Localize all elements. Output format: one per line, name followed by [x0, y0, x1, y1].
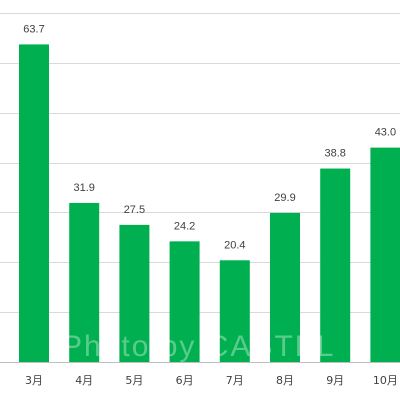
- bar-7: [320, 168, 351, 362]
- gridlines: [0, 13, 400, 363]
- bar-series: [19, 44, 400, 362]
- data-label-6: 29.9: [274, 192, 295, 204]
- bar-4: [169, 241, 200, 362]
- bar-6: [270, 212, 300, 362]
- watermark-text: Photo by CASTEL: [62, 330, 335, 363]
- bar-5: [219, 260, 250, 362]
- x-tick-label-7: 9月: [326, 374, 344, 387]
- data-label-5: 20.4: [224, 239, 245, 251]
- x-tick-label-2: 4月: [75, 374, 93, 387]
- bar-1: [19, 44, 49, 362]
- bar-3: [119, 224, 150, 362]
- bar-8: [370, 147, 400, 362]
- x-tick-label-4: 6月: [176, 374, 194, 387]
- data-labels: 63.7 31.9 27.5 24.2 20.4 29.9 38.8 43.0: [23, 23, 396, 251]
- data-label-2: 31.9: [73, 182, 94, 194]
- data-label-3: 27.5: [124, 204, 145, 216]
- x-tick-label-6: 8月: [276, 374, 294, 387]
- x-tick-label-8: 10月: [373, 374, 398, 387]
- x-tick-label-5: 7月: [226, 374, 244, 387]
- data-label-1: 63.7: [23, 23, 44, 35]
- data-label-7: 38.8: [324, 148, 345, 160]
- x-tick-label-3: 5月: [125, 374, 143, 387]
- bar-2: [69, 202, 100, 362]
- data-label-8: 43.0: [375, 127, 396, 139]
- x-axis-tick-labels: 3月 4月 5月 6月 7月 8月 9月 10月: [25, 374, 398, 387]
- data-label-4: 24.2: [174, 220, 195, 232]
- x-tick-label-1: 3月: [25, 374, 43, 387]
